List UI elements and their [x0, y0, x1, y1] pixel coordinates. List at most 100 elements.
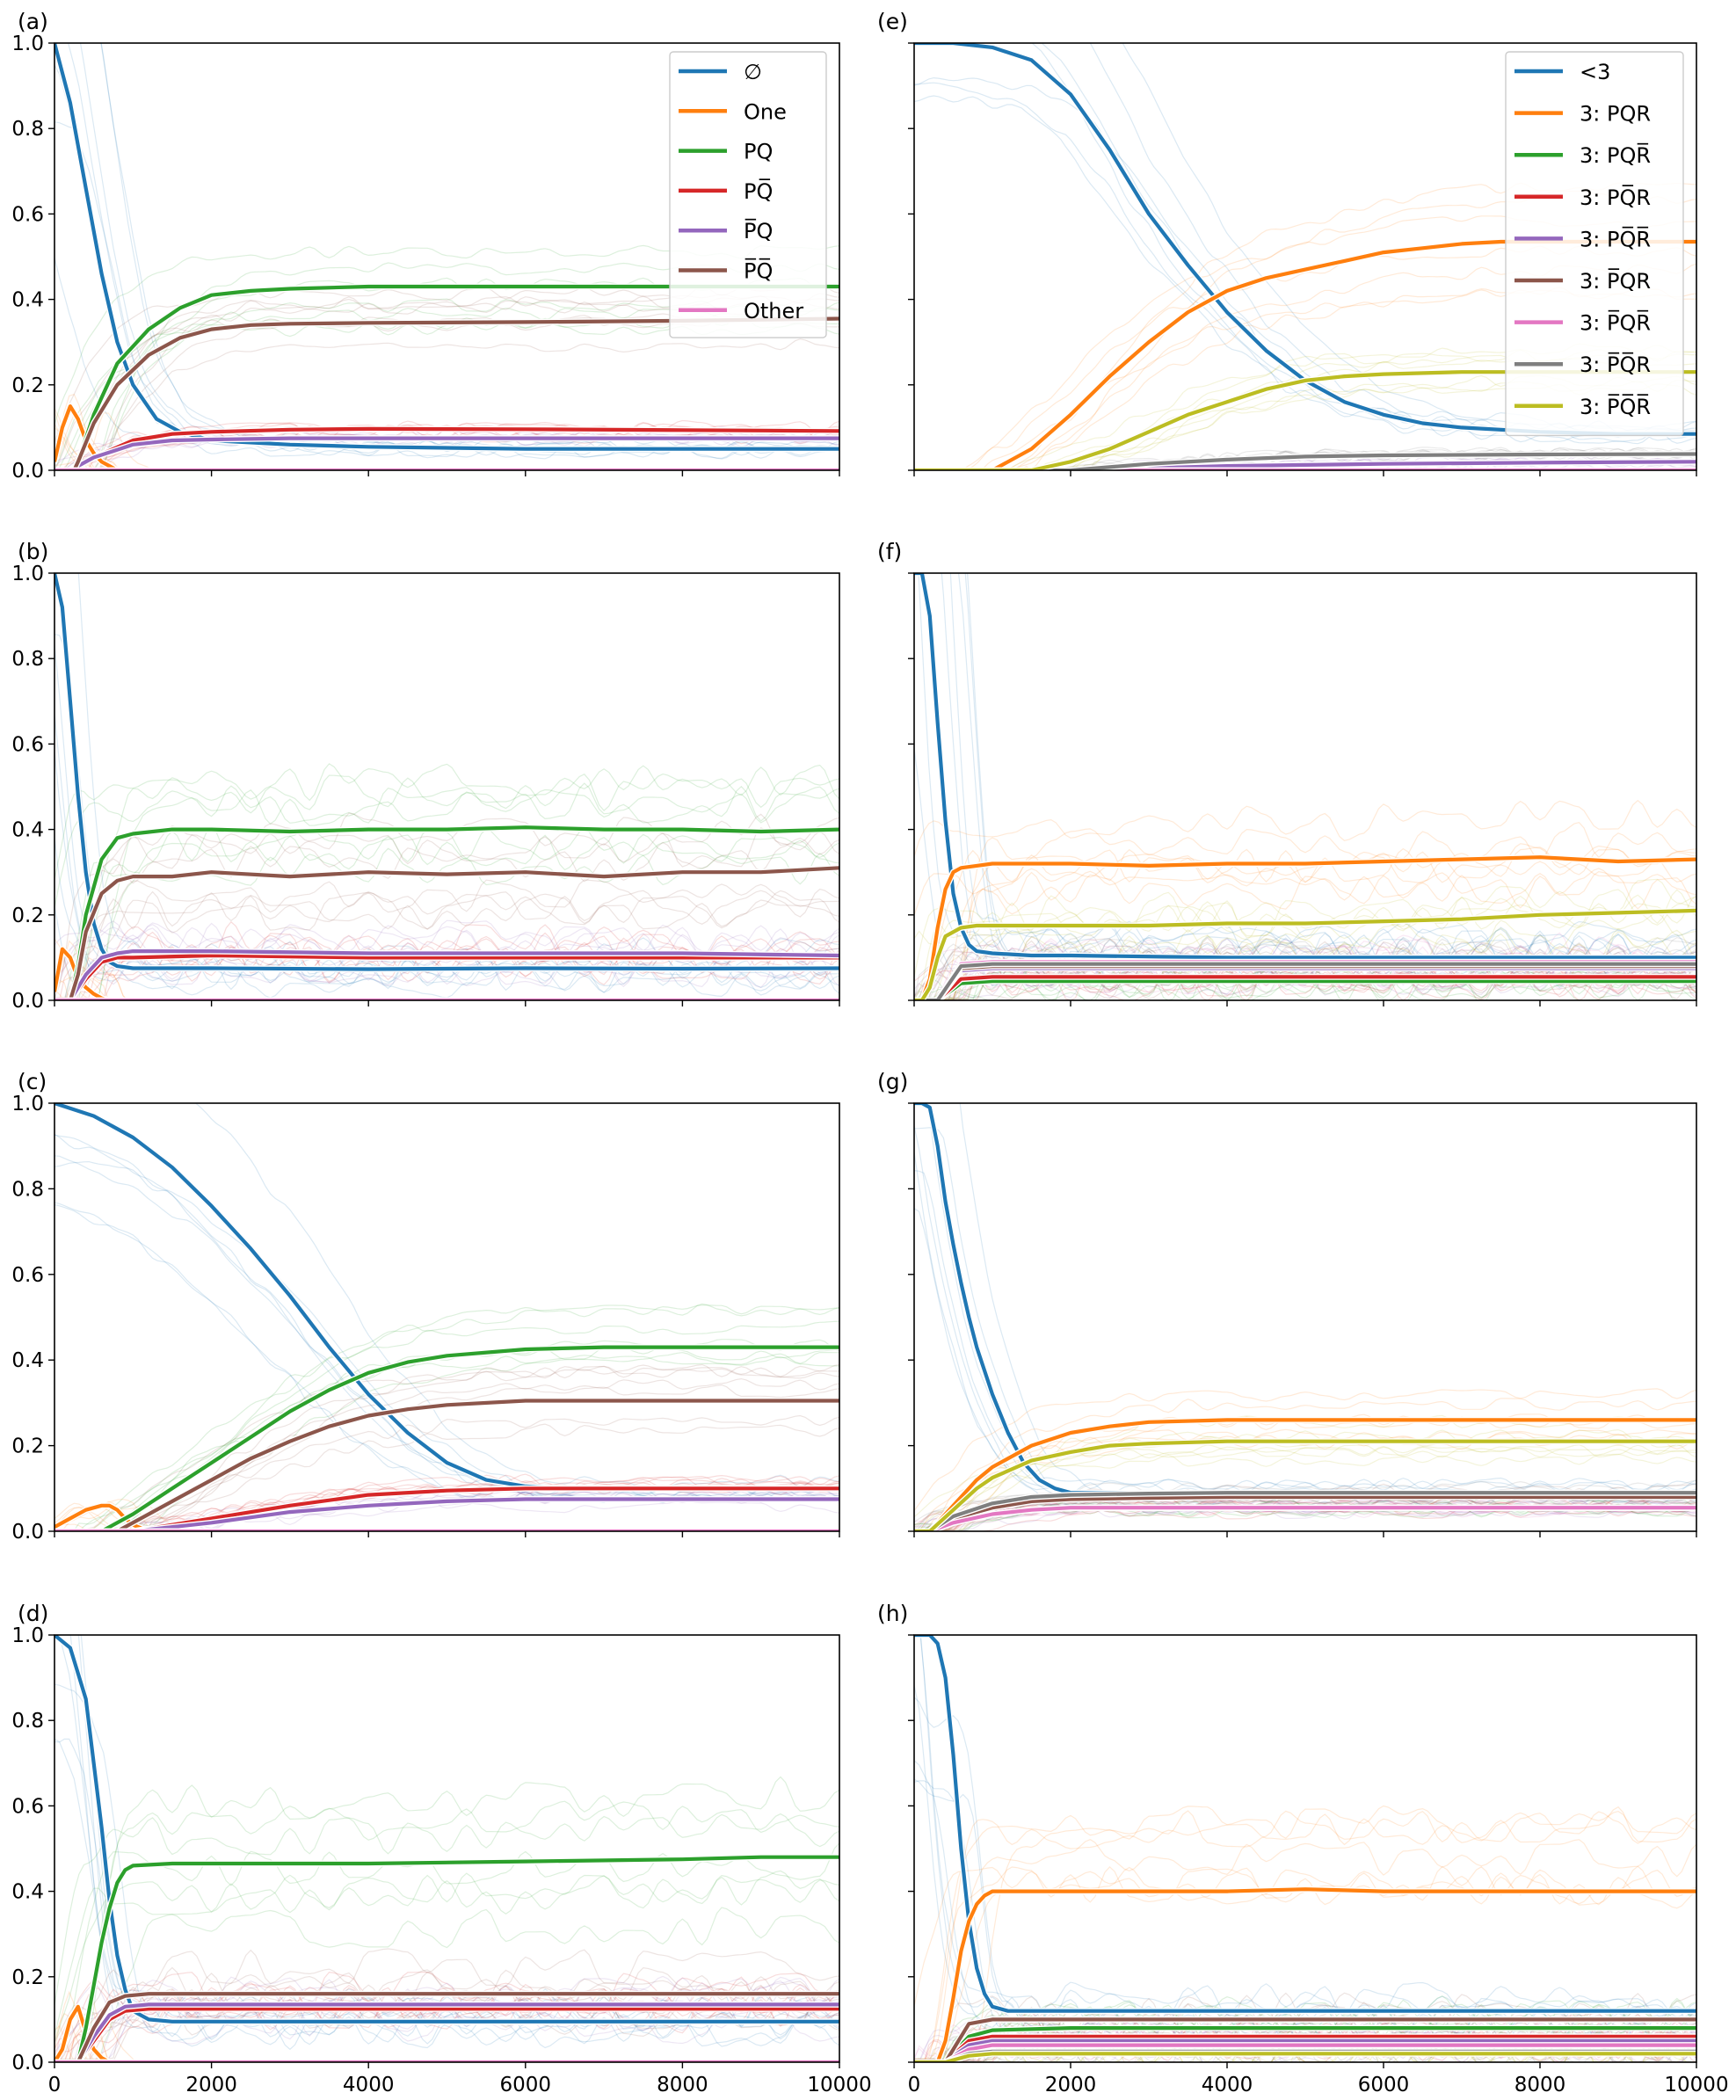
trajectory-lt3	[957, 573, 1696, 972]
panel-label: (h)	[877, 1601, 908, 1626]
x-tick-label: 4000	[1202, 2074, 1253, 2096]
trajectory-PbarQbar	[54, 893, 839, 1000]
trajectory-lt3	[959, 1103, 1696, 1491]
trajectory-PQ	[54, 1870, 839, 2043]
legend: <3 3: PQR 3: PQR̅ 3: PQ̅R 3: PQ̅R̅ 3: P̅QR 3: …	[1505, 51, 1684, 437]
panel-a: 0.0 0.2 0.4 0.6 0.8 1.0(a) ∅ One PQ PQ̅ P̅Q P̅Q̅ Oth…	[11, 9, 840, 483]
panel-e: (e) <3 3: PQR 3: PQR̅ 3: PQ̅R 3: PQ̅R̅ 3: P̅QR…	[877, 9, 1697, 476]
series-line	[54, 1992, 839, 2062]
series-line	[54, 825, 839, 1000]
trajectory-empty	[54, 1134, 839, 1498]
series-line	[54, 436, 839, 470]
legend-label: 3: PQ̅R	[1580, 184, 1651, 209]
trajectory-lt3	[919, 1635, 1696, 2021]
trajectory-PQ	[54, 773, 839, 999]
series-line	[54, 949, 839, 1000]
trajectory-3PbarQRbar	[914, 1503, 1696, 1531]
trajectory-3PQR	[914, 1810, 1696, 2060]
trajectory-3PbarQRbar	[914, 1495, 1696, 1530]
trajectory-PQ	[54, 1776, 839, 2060]
x-tick-label: 10000	[1664, 2074, 1728, 2096]
trajectory-3PQR	[914, 1413, 1696, 1531]
trajectory-PbarQbar	[54, 1365, 839, 1530]
x-tick-label: 0	[908, 2074, 921, 2096]
trajectory-bundle	[54, 1103, 839, 1531]
y-tick-label: 0.8	[11, 648, 44, 671]
series-halo	[914, 977, 1696, 1000]
series-PbarQ	[54, 1496, 839, 1531]
axes-frame	[913, 42, 1697, 471]
trajectory-PQ	[54, 782, 839, 909]
trajectory-lt3	[927, 1103, 1696, 1493]
series-PbarQ	[54, 435, 839, 470]
trajectory-empty	[54, 1160, 839, 1501]
series-line	[54, 316, 839, 470]
legend-label: 3: PQR̅	[1580, 142, 1651, 168]
series-line	[54, 1855, 839, 2062]
legend-label: 3: P̅QR̅	[1580, 309, 1651, 335]
trajectory-3PQR	[914, 868, 1696, 916]
y-tick-label: 0.8	[11, 1178, 44, 1201]
series-halo	[914, 1103, 1696, 1496]
axes-frame	[54, 1634, 840, 2063]
x-tick-label: 2000	[185, 2074, 237, 2096]
series-PbarQbar	[54, 316, 839, 470]
series-lt3	[914, 573, 1696, 961]
y-tick-label: 0.6	[11, 1795, 44, 1818]
x-tick-label: 8000	[657, 2074, 708, 2096]
series-line	[914, 908, 1696, 1000]
series-empty	[54, 1635, 839, 2025]
series-line	[914, 855, 1696, 1000]
x-tick-label: 0	[48, 2074, 62, 2096]
series-line	[914, 962, 1696, 1000]
series-3PbarQbarRbar	[914, 907, 1696, 1000]
y-tick-label: 0.2	[11, 905, 44, 927]
series-halo	[54, 1103, 839, 1492]
series-3PQR	[914, 1416, 1696, 1531]
series-PbarQ	[54, 948, 839, 1000]
trajectory-One	[54, 2032, 839, 2062]
trajectory-3PbarQbarRbar	[914, 1443, 1696, 1531]
panel-label: (d)	[18, 1601, 48, 1626]
legend-label: P̅Q	[744, 218, 773, 243]
y-tick-label: 0.6	[11, 1264, 44, 1287]
x-tick-label: 10000	[807, 2074, 871, 2096]
trajectory-empty	[54, 634, 839, 992]
trajectory-bundle	[914, 1103, 1696, 1531]
panel-g: (g)	[877, 1069, 1697, 1537]
y-tick-label: 0.4	[11, 1349, 44, 1372]
panel-label: (g)	[877, 1069, 908, 1094]
trajectory-PbarQbar	[54, 826, 839, 999]
y-tick-label: 1.0	[11, 1624, 44, 1647]
trajectory-3PQR	[914, 1805, 1696, 2060]
y-tick-label: 0.6	[11, 733, 44, 756]
y-tick-label: 1.0	[11, 33, 44, 55]
legend-label: 3: P̅Q̅R̅	[1580, 393, 1651, 418]
trajectory-PQ	[54, 1813, 839, 2006]
trajectory-PQ	[54, 1907, 839, 2062]
series-3PbarQRbar	[914, 1504, 1696, 1531]
y-tick-label: 0.2	[11, 1435, 44, 1458]
trajectory-PbarQbar	[54, 1414, 839, 1531]
legend-label: P̅Q̅	[744, 258, 773, 283]
y-tick-label: 0.8	[11, 118, 44, 141]
series-empty	[54, 1103, 839, 1492]
series-line	[914, 1635, 1696, 2013]
trajectory-PbarQbar	[54, 1948, 839, 2060]
series-lt3	[914, 43, 1696, 438]
series-line	[914, 2017, 1696, 2062]
trajectory-PQ	[54, 1303, 839, 1530]
series-lt3	[914, 1635, 1696, 2015]
trajectory-3PQbarRbar	[914, 1506, 1696, 1531]
trajectory-PQ	[54, 1304, 839, 1530]
legend-label: <3	[1580, 60, 1610, 84]
series-One	[54, 2003, 112, 2062]
series-PbarQbar	[54, 1990, 839, 2062]
axes-frame	[54, 1102, 840, 1532]
series-3PQRbar	[914, 977, 1696, 1000]
series-line	[914, 452, 1696, 470]
y-tick-label: 0.4	[11, 289, 44, 312]
series-3PbarQbarRbar	[914, 1438, 1696, 1531]
series-PQ	[54, 824, 839, 1000]
trajectory-3PbarQbarRbar	[914, 889, 1696, 1000]
